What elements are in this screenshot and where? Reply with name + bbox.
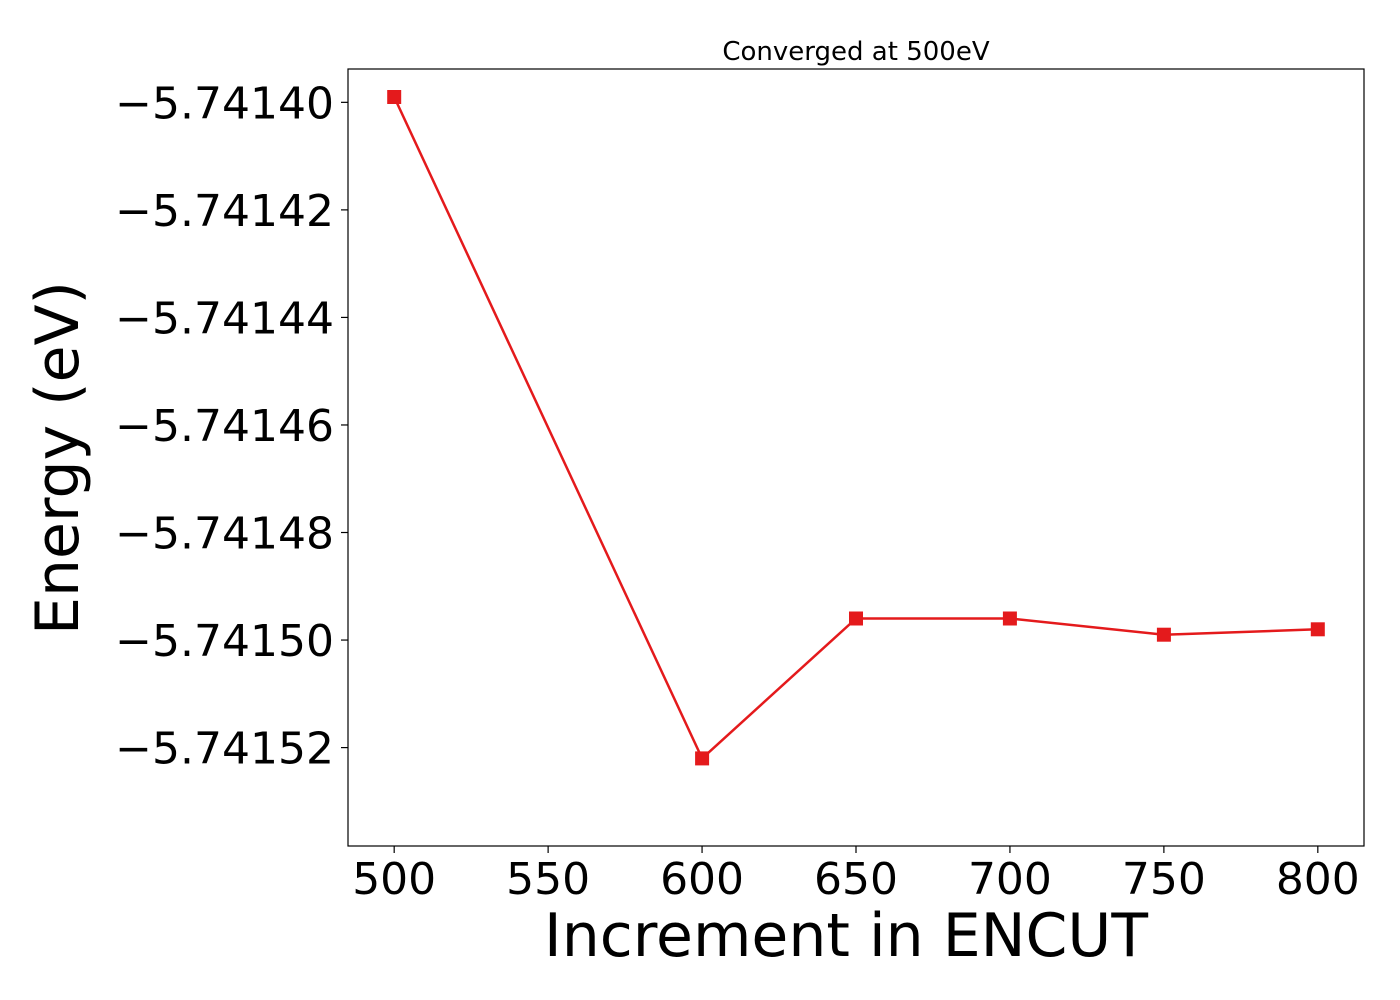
x-tick-label: 800: [1276, 854, 1360, 905]
data-point-marker: [695, 751, 710, 766]
x-tick-label: 650: [814, 854, 898, 905]
ticks-layer: 500 550 600 650 700 750 800 −5.74140 −5.74142 −5.…: [115, 78, 1360, 905]
data-point-marker: [1156, 627, 1171, 642]
x-tick-label: 500: [352, 854, 436, 905]
y-tick-label: −5.74146: [115, 401, 334, 452]
series-layer: [387, 90, 1325, 766]
y-tick-label: −5.74150: [115, 616, 334, 667]
x-axis-label: Increment in ENCUT: [544, 901, 1148, 971]
data-point-marker: [1002, 611, 1017, 626]
y-axis-label: Energy (eV): [23, 281, 93, 635]
chart-title: Converged at 500eV: [722, 37, 989, 67]
y-tick-label: −5.74152: [115, 724, 334, 775]
data-point-marker: [1310, 622, 1325, 637]
data-point-marker: [849, 611, 863, 626]
y-tick-label: −5.74148: [115, 509, 334, 560]
data-point-marker: [387, 90, 402, 104]
x-tick-label: 600: [660, 854, 744, 905]
x-tick-label: 750: [1122, 854, 1206, 905]
plot-frame: [347, 68, 1365, 847]
x-tick-label: 700: [968, 854, 1052, 905]
y-tick-label: −5.74144: [115, 293, 334, 344]
y-tick-label: −5.74140: [115, 78, 334, 129]
x-tick-label: 550: [506, 854, 590, 905]
series-line: [393, 96, 1318, 760]
y-tick-label: −5.74142: [115, 186, 334, 237]
